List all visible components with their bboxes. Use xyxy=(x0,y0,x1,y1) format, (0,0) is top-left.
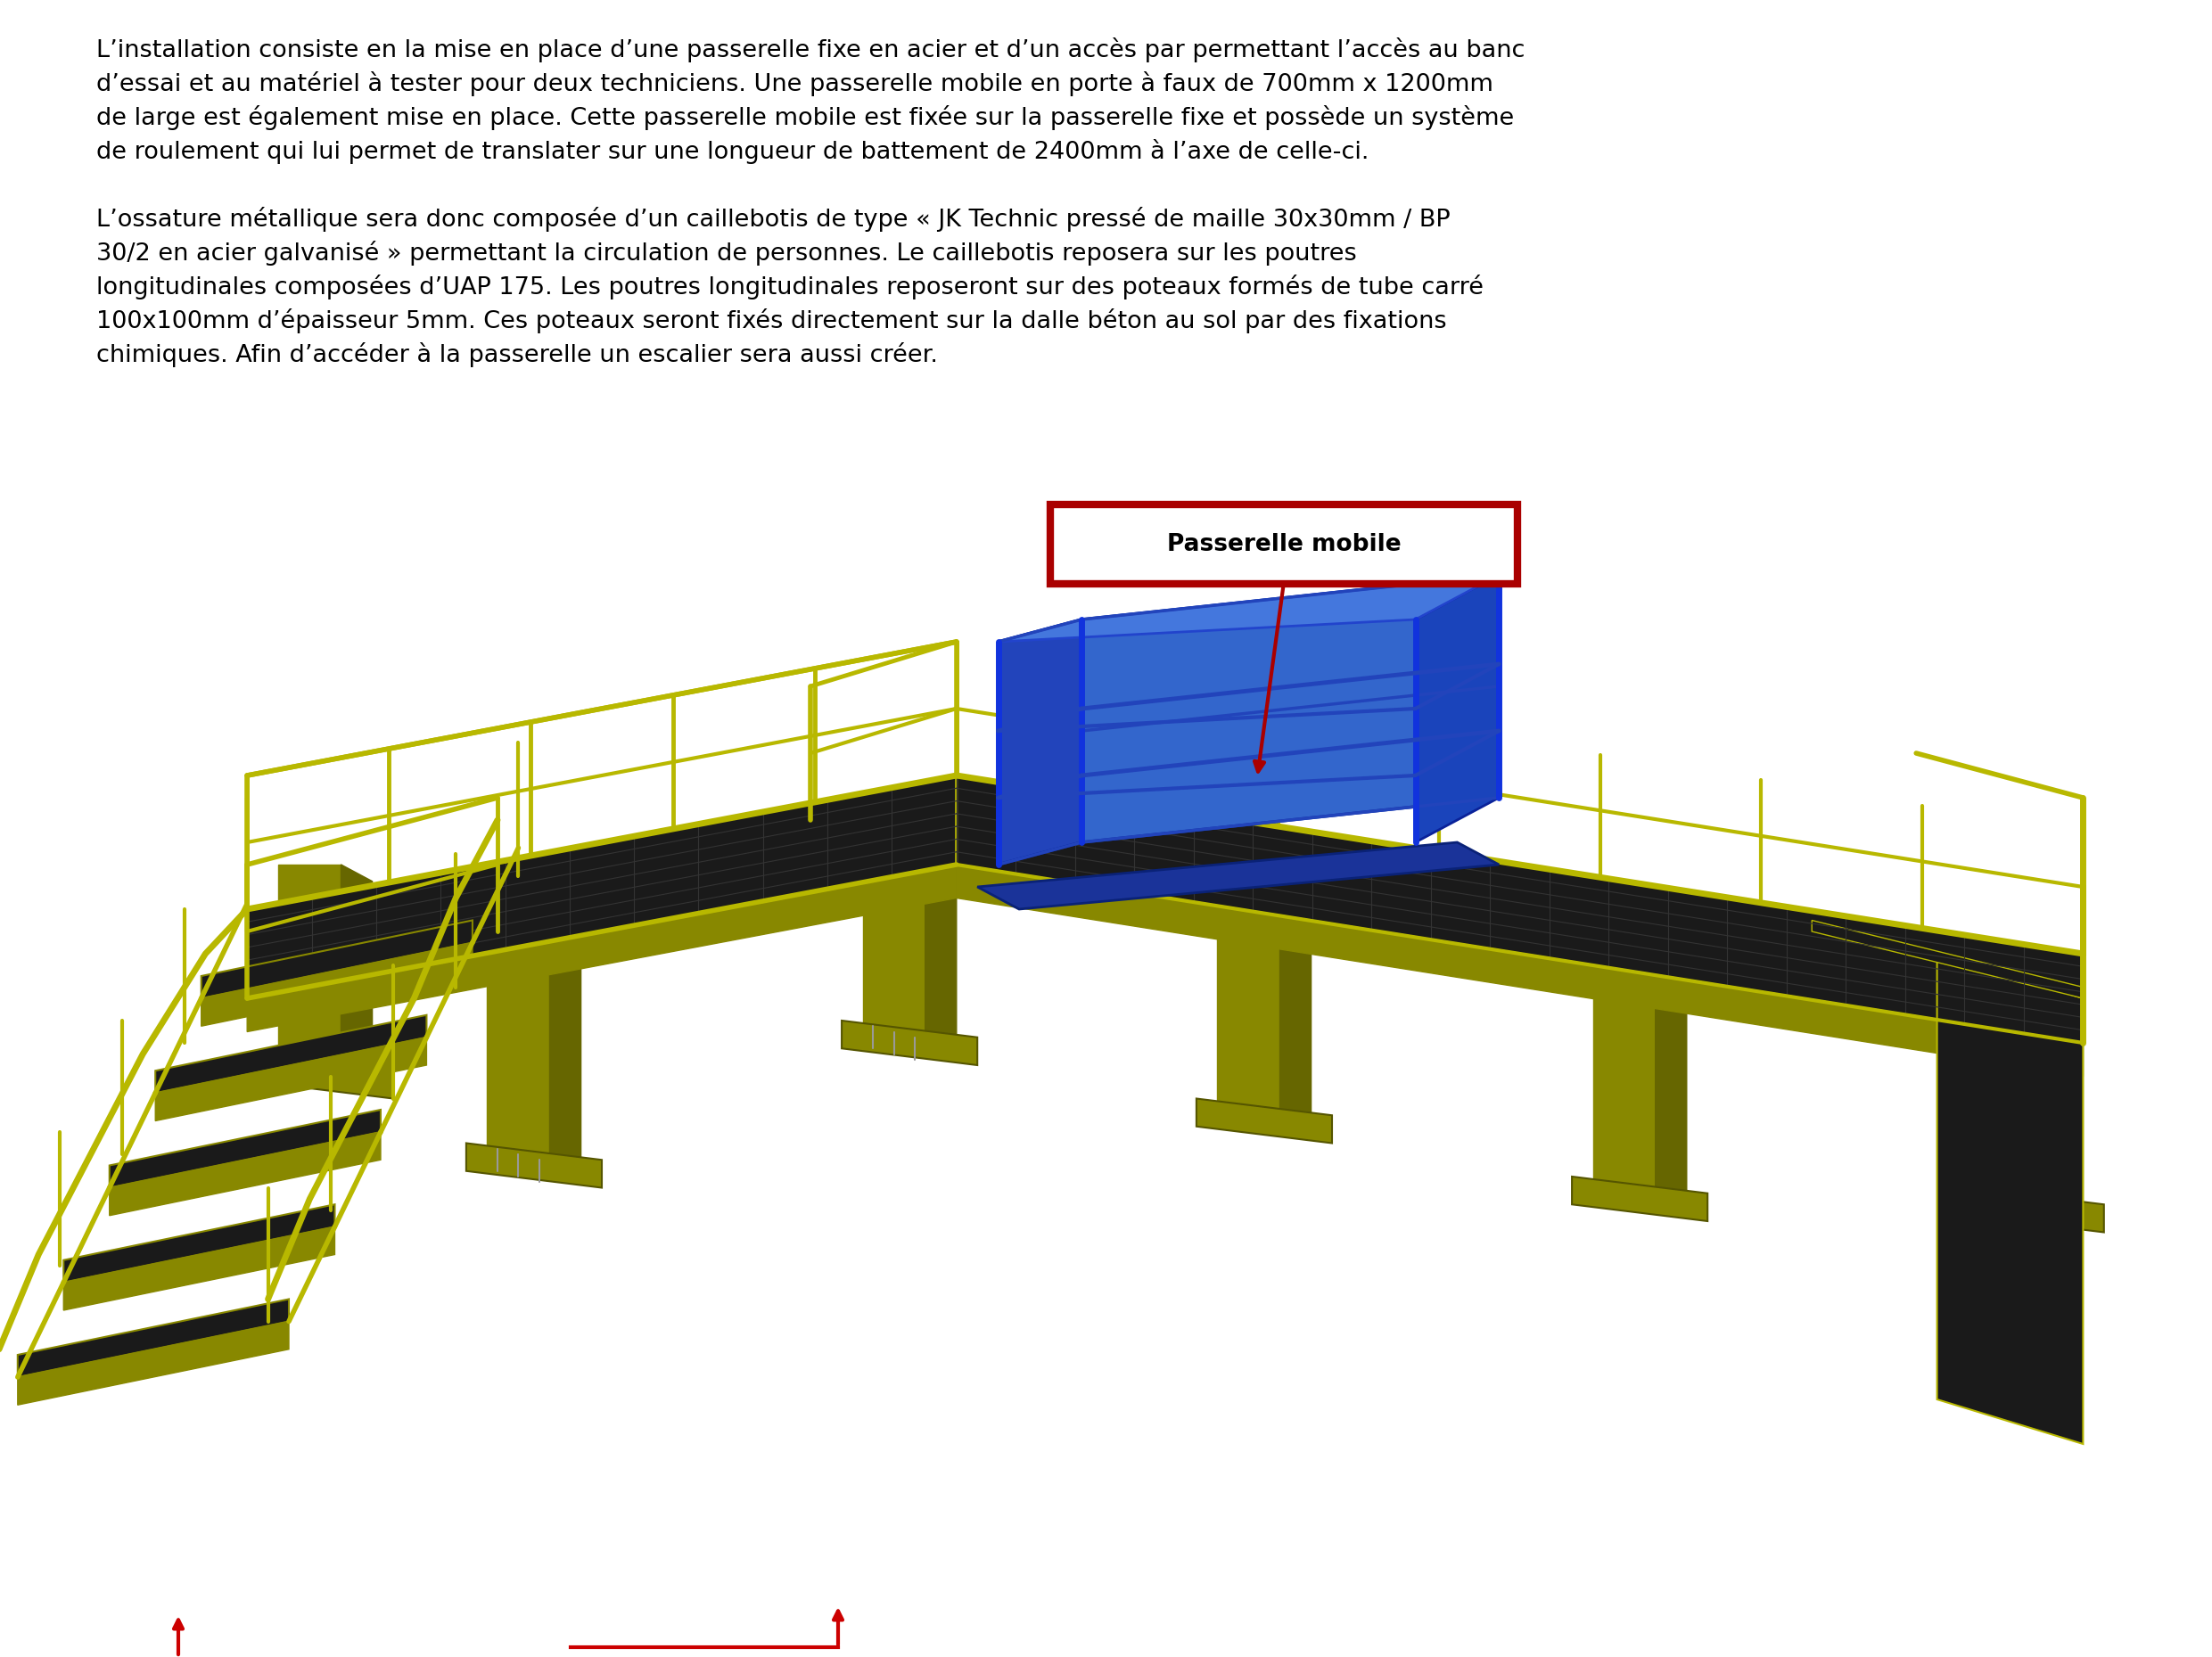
Polygon shape xyxy=(863,832,925,1032)
Polygon shape xyxy=(978,842,1500,910)
Polygon shape xyxy=(155,1016,427,1094)
Polygon shape xyxy=(1812,920,2084,998)
Polygon shape xyxy=(201,943,473,1026)
Polygon shape xyxy=(1416,575,1500,842)
Polygon shape xyxy=(1938,954,2084,1443)
Polygon shape xyxy=(549,910,582,1171)
Polygon shape xyxy=(257,1054,394,1099)
FancyBboxPatch shape xyxy=(1051,504,1517,583)
Polygon shape xyxy=(1281,886,1312,1127)
Text: de large est également mise en place. Cette passerelle mobile est fixée sur la p: de large est également mise en place. Ce… xyxy=(97,104,1515,131)
Polygon shape xyxy=(467,1143,602,1188)
Polygon shape xyxy=(1655,943,1688,1205)
Polygon shape xyxy=(248,775,956,998)
Text: L’installation consiste en la mise en place d’une passerelle fixe en acier et d’: L’installation consiste en la mise en pl… xyxy=(97,38,1524,63)
Polygon shape xyxy=(18,1299,290,1377)
Polygon shape xyxy=(956,775,2084,1042)
Polygon shape xyxy=(64,1226,334,1311)
Polygon shape xyxy=(18,1321,290,1405)
Polygon shape xyxy=(108,1132,380,1216)
Polygon shape xyxy=(2053,998,2084,1216)
Polygon shape xyxy=(64,1205,334,1283)
Polygon shape xyxy=(1217,886,1281,1110)
Text: longitudinales composées d’UAP 175. Les poutres longitudinales reposeront sur de: longitudinales composées d’UAP 175. Les … xyxy=(97,275,1484,300)
Polygon shape xyxy=(998,575,1500,641)
Polygon shape xyxy=(1593,943,1655,1188)
Text: de roulement qui lui permet de translater sur une longueur de battement de 2400m: de roulement qui lui permet de translate… xyxy=(97,139,1369,164)
Polygon shape xyxy=(1573,1176,1708,1221)
Text: Passerelle mobile: Passerelle mobile xyxy=(1166,532,1400,555)
Text: 30/2 en acier galvanisé » permettant la circulation de personnes. Le caillebotis: 30/2 en acier galvanisé » permettant la … xyxy=(97,240,1356,265)
Text: chimiques. Afin d’accéder à la passerelle un escalier sera aussi créer.: chimiques. Afin d’accéder à la passerell… xyxy=(97,343,938,368)
Polygon shape xyxy=(1082,575,1500,842)
Polygon shape xyxy=(1197,1099,1332,1143)
Polygon shape xyxy=(1969,1188,2104,1233)
Polygon shape xyxy=(155,1037,427,1120)
Polygon shape xyxy=(1989,998,2053,1200)
Polygon shape xyxy=(843,1021,978,1065)
Polygon shape xyxy=(108,1110,380,1188)
Text: d’essai et au matériel à tester pour deux techniciens. Une passerelle mobile en : d’essai et au matériel à tester pour deu… xyxy=(97,71,1493,96)
Text: L’ossature métallique sera donc composée d’un caillebotis de type « JK Technic p: L’ossature métallique sera donc composée… xyxy=(97,207,1451,232)
Polygon shape xyxy=(279,865,341,1065)
Polygon shape xyxy=(956,865,2084,1077)
Polygon shape xyxy=(925,832,956,1049)
Polygon shape xyxy=(248,865,956,1032)
Polygon shape xyxy=(487,910,549,1155)
Polygon shape xyxy=(201,920,473,998)
Polygon shape xyxy=(998,620,1082,865)
Polygon shape xyxy=(341,865,372,1082)
Text: 100x100mm d’épaisseur 5mm. Ces poteaux seront fixés directement sur la dalle bét: 100x100mm d’épaisseur 5mm. Ces poteaux s… xyxy=(97,308,1447,333)
